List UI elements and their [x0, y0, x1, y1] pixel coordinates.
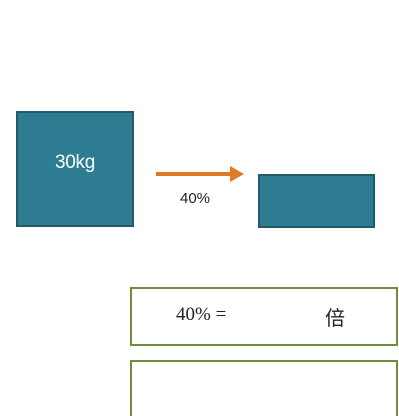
- answer-expression: 40% =: [176, 304, 227, 325]
- empty-answer-box: [130, 360, 398, 416]
- answer-unit: 倍: [325, 306, 345, 330]
- answer-box: 40% = 倍: [130, 287, 398, 346]
- original-quantity-label: 30kg: [54, 152, 95, 173]
- original-quantity-box: 30kg: [16, 111, 134, 227]
- arrow-right-icon: [156, 166, 244, 182]
- percentage-label: 40%: [180, 190, 211, 207]
- result-quantity-box: [258, 174, 375, 228]
